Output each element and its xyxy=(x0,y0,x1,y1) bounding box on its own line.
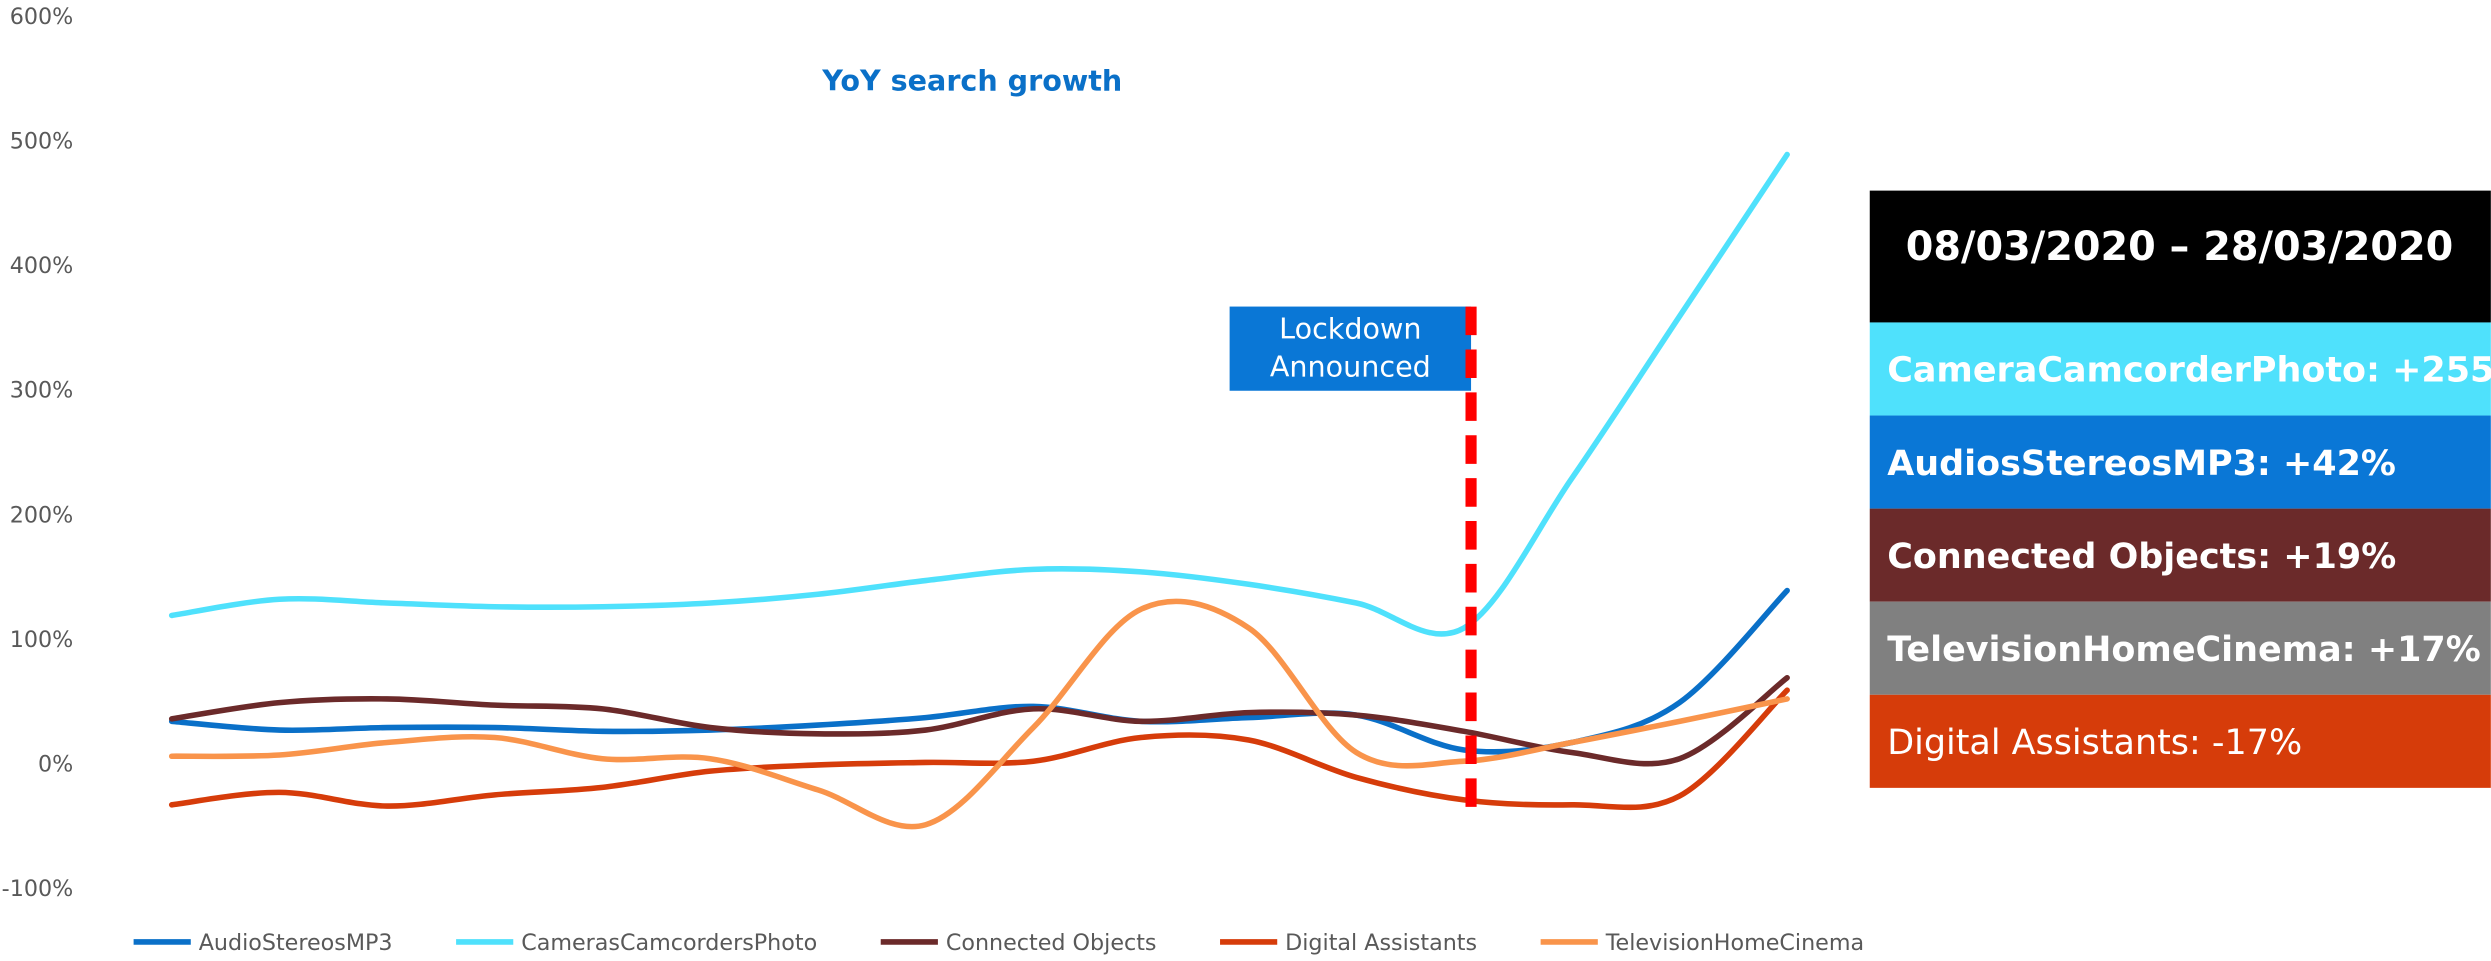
summary-row xyxy=(1869,322,2491,416)
summary-text: CameraCamcorderPhoto: +255% xyxy=(1887,351,2491,391)
y-tick-label: 300% xyxy=(10,378,74,404)
y-tick-label: 500% xyxy=(10,129,74,155)
summary-row xyxy=(1869,601,2491,695)
summary-title: 08/03/2020 – 28/03/2020 xyxy=(1906,224,2454,270)
y-tick-label: 0% xyxy=(38,751,73,777)
y-tick-label: 100% xyxy=(10,627,74,653)
summary-text: AudiosStereosMP3: +42% xyxy=(1887,444,2396,484)
summary-row xyxy=(1869,508,2491,602)
series-line xyxy=(168,151,1790,637)
chart-title: YoY search growth xyxy=(821,64,1122,98)
summary-header xyxy=(1869,190,2491,323)
series-line xyxy=(168,674,1790,767)
series-line xyxy=(168,587,1790,755)
annotation-box xyxy=(1229,306,1472,391)
legend-label: Digital Assistants xyxy=(1285,930,1477,956)
summary-row xyxy=(1869,415,2491,509)
legend-label: Connected Objects xyxy=(946,930,1157,956)
summary-text: Connected Objects: +19% xyxy=(1887,537,2396,577)
summary-text: Digital Assistants: -17% xyxy=(1887,723,2302,763)
legend-label: TelevisionHomeCinema xyxy=(1605,930,1864,956)
y-tick-label: 200% xyxy=(10,502,74,528)
y-tick-label: 400% xyxy=(10,253,74,279)
summary-text: TelevisionHomeCinema: +17% xyxy=(1887,630,2481,670)
y-tick-label: 600% xyxy=(10,4,74,30)
annotation-text: Announced xyxy=(1270,350,1431,384)
y-tick-label: -100% xyxy=(2,876,74,902)
annotation-text: Lockdown xyxy=(1279,311,1421,345)
legend-label: CamerasCamcordersPhoto xyxy=(521,930,817,956)
summary-row xyxy=(1869,694,2491,788)
series-line xyxy=(168,598,1790,830)
series-line xyxy=(168,687,1790,811)
legend-label: AudioStereosMP3 xyxy=(199,930,393,956)
